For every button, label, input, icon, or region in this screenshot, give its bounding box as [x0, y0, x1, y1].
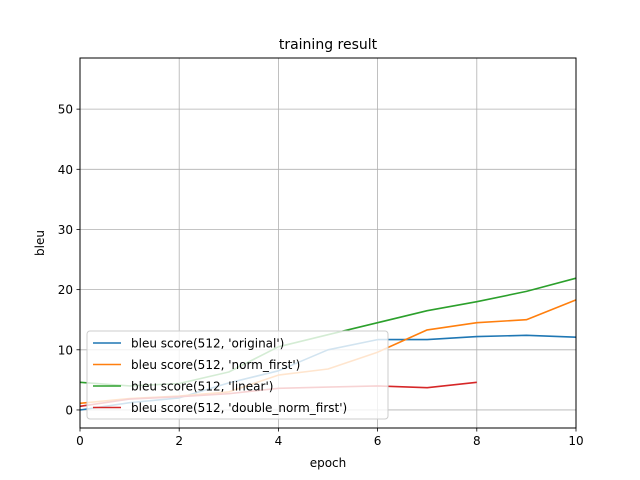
x-axis-label: epoch	[310, 456, 347, 470]
axis-ticks: 0 2 4 6 8 10 0 10 20 30 40 50	[58, 103, 584, 448]
y-axis-label: bleu	[33, 230, 47, 256]
y-tick-label: 50	[58, 103, 73, 117]
chart-title: training result	[279, 37, 378, 53]
y-tick-label: 10	[58, 343, 73, 357]
x-tick-label: 2	[175, 434, 183, 448]
x-tick-label: 6	[374, 434, 382, 448]
y-tick-label: 40	[58, 163, 73, 177]
x-tick-label: 4	[275, 434, 283, 448]
legend-label-0: bleu score(512, 'original')	[131, 337, 284, 351]
x-tick-label: 10	[568, 434, 583, 448]
legend-label-1: bleu score(512, 'norm_first')	[131, 358, 300, 372]
legend-box	[86, 330, 389, 420]
x-tick-label: 0	[76, 434, 84, 448]
legend-label-3: bleu score(512, 'double_norm_first')	[131, 401, 347, 415]
y-tick-label: 30	[58, 223, 73, 237]
legend: bleu score(512, 'original') bleu score(51…	[86, 330, 389, 420]
x-tick-label: 8	[473, 434, 481, 448]
y-tick-label: 0	[65, 403, 73, 417]
legend-label-2: bleu score(512, 'linear')	[131, 380, 273, 394]
plot-area-frame	[79, 57, 577, 429]
y-tick-label: 20	[58, 283, 73, 297]
